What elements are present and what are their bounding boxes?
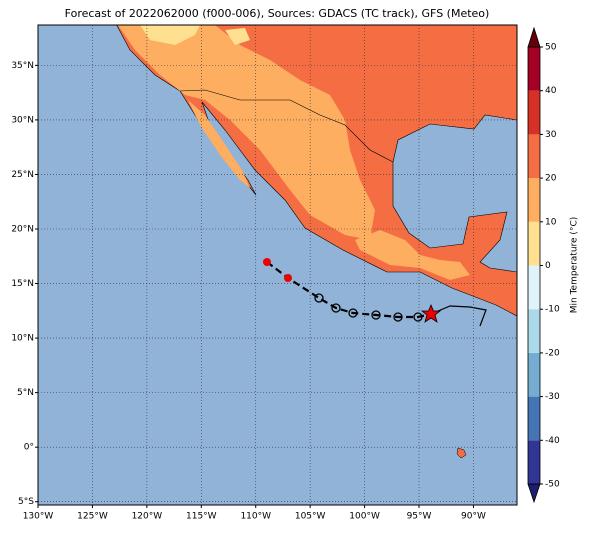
x-tick-label: 105°W [295,512,326,522]
colorbar-band [528,309,540,353]
y-tick-label: 5°S [18,497,34,507]
colorbar-tick-label: -20 [545,348,560,358]
x-tick-label: 100°W [349,512,380,522]
colorbar-band [528,134,540,179]
colorbar-tick-label: 0 [545,261,551,271]
colorbar-tick-label: 20 [545,174,557,184]
y-tick-label: 30°N [11,115,34,125]
track-line [430,305,487,327]
colorbar-tick-label: 30 [545,130,557,140]
map-frame [37,24,518,506]
storm-track [263,258,487,327]
y-tick-label: 0° [24,443,34,453]
colorbar-band [528,352,540,397]
colorbar-band [528,440,540,484]
y-tick-label: 35°N [11,61,34,71]
storm-marker [284,274,292,282]
y-tick-label: 5°N [17,388,34,398]
storm-marker [413,312,423,322]
x-tick-label: 130°W [23,512,54,522]
cool-region [140,25,250,45]
storm-marker [393,312,403,322]
chart-title: Forecast of 2022062000 (f000-006), Sourc… [65,7,490,20]
track-line [266,261,432,319]
colorbar-band [528,396,540,441]
colorbar-under [527,483,541,504]
colorbar-label: Min Temperature (°C) [570,217,580,314]
y-tick-label: 10°N [11,334,34,344]
storm-marker [263,258,271,266]
highland-region [118,25,375,240]
colorbar-band [528,221,540,266]
y-tick-label: 15°N [11,279,34,289]
highland-region [355,230,470,280]
current-position [420,303,442,323]
colorbar-tick-label: -40 [545,436,560,446]
colorbar-tick-label: 40 [545,86,557,96]
colorbar-tick-label: -10 [545,305,560,315]
colorbar-band [528,90,540,135]
x-tick-label: 95°W [407,512,432,522]
colorbar-band [528,265,540,310]
x-tick-label: 125°W [77,512,108,522]
x-tick-label: 115°W [186,512,217,522]
map-area [38,25,517,505]
colorbar-tick-label: 50 [545,43,557,53]
storm-marker [314,293,324,303]
y-tick-label: 25°N [11,170,34,180]
colorbar-band [528,178,540,222]
colorbar-tick-label: 10 [545,217,557,227]
colorbar-band [528,47,540,91]
colorbar-over [527,26,541,48]
colorbar-tick-label: -30 [545,392,560,402]
island [456,447,467,459]
highland-region [188,100,250,188]
storm-marker [371,310,381,320]
storm-marker [331,303,341,313]
border [179,89,394,163]
x-tick-label: 120°W [132,512,163,522]
x-tick-label: 90°W [461,512,486,522]
x-tick-label: 110°W [240,512,271,522]
storm-marker [348,308,358,318]
y-tick-label: 20°N [11,225,34,235]
colorbar-tick-label: -50 [545,480,560,490]
